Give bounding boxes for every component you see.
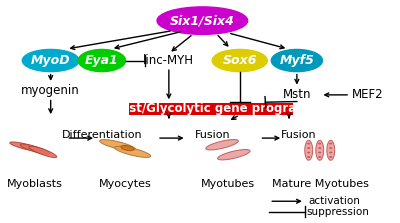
Polygon shape <box>121 145 134 151</box>
Ellipse shape <box>307 152 310 153</box>
Ellipse shape <box>78 50 126 72</box>
Text: Mstn: Mstn <box>283 88 311 101</box>
Polygon shape <box>305 140 313 160</box>
Ellipse shape <box>318 152 321 153</box>
Polygon shape <box>206 140 238 150</box>
Text: Myotubes: Myotubes <box>201 179 255 188</box>
Text: Differentiation: Differentiation <box>62 130 142 140</box>
Text: linc-MYH: linc-MYH <box>143 54 194 67</box>
Ellipse shape <box>318 143 321 145</box>
Text: Sox6: Sox6 <box>222 54 257 67</box>
Text: activation: activation <box>308 196 360 206</box>
Polygon shape <box>10 142 40 151</box>
Text: Fusion: Fusion <box>194 130 230 140</box>
Text: Fast/Glycolytic gene program: Fast/Glycolytic gene program <box>114 102 308 115</box>
Text: Mature Myotubes: Mature Myotubes <box>272 179 369 188</box>
Polygon shape <box>29 146 57 158</box>
Ellipse shape <box>212 50 267 72</box>
Polygon shape <box>218 150 250 160</box>
Ellipse shape <box>271 50 322 72</box>
Ellipse shape <box>329 143 332 145</box>
FancyBboxPatch shape <box>130 103 293 115</box>
Polygon shape <box>114 146 151 157</box>
Ellipse shape <box>329 152 332 153</box>
Polygon shape <box>100 140 136 151</box>
Ellipse shape <box>318 156 321 158</box>
Text: myogenin: myogenin <box>21 84 80 97</box>
Ellipse shape <box>307 147 310 149</box>
Text: Myoblasts: Myoblasts <box>7 179 63 188</box>
Ellipse shape <box>22 50 79 72</box>
Text: Eya1: Eya1 <box>85 54 119 67</box>
Text: MEF2: MEF2 <box>352 88 384 101</box>
Polygon shape <box>316 140 324 160</box>
Text: suppression: suppression <box>306 207 369 217</box>
Ellipse shape <box>318 147 321 149</box>
Text: MyoD: MyoD <box>31 54 70 67</box>
Ellipse shape <box>329 147 332 149</box>
Ellipse shape <box>329 156 332 158</box>
Polygon shape <box>20 144 50 154</box>
Text: Myf5: Myf5 <box>280 54 314 67</box>
Ellipse shape <box>307 143 310 145</box>
Ellipse shape <box>157 7 248 34</box>
Polygon shape <box>327 140 335 160</box>
Text: Six1/Six4: Six1/Six4 <box>170 14 235 27</box>
Text: Myocytes: Myocytes <box>99 179 152 188</box>
Ellipse shape <box>307 156 310 158</box>
Text: Fusion: Fusion <box>281 130 317 140</box>
